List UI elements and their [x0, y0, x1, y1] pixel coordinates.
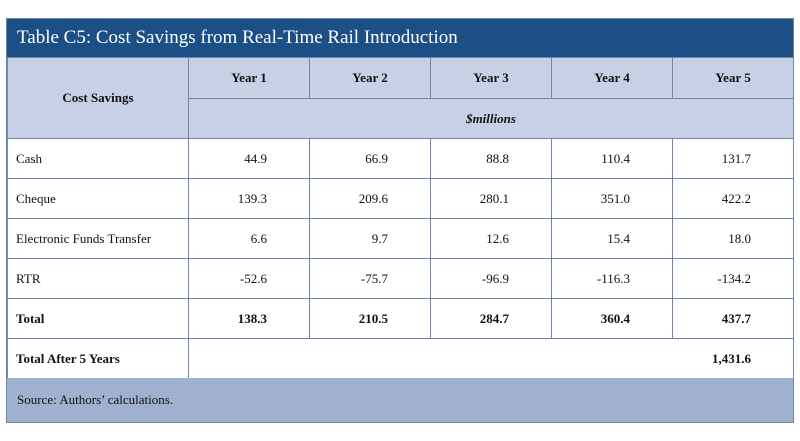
cell-value: 138.3	[188, 298, 310, 339]
row-label: Cheque	[7, 178, 189, 219]
year-header: Year 5	[672, 57, 794, 99]
header-row: Cost Savings Year 1 Year 2 Year 3 Year 4…	[7, 57, 794, 139]
cell-value: 6.6	[188, 218, 310, 259]
table-row: Cash 44.9 66.9 88.8 110.4 131.7	[7, 138, 794, 179]
cell-value: 88.8	[430, 138, 552, 179]
table-row: Electronic Funds Transfer 6.6 9.7 12.6 1…	[7, 218, 794, 259]
row-label: Electronic Funds Transfer	[7, 218, 189, 259]
cell-value: -134.2	[672, 258, 794, 299]
row-label-header: Cost Savings	[7, 57, 189, 139]
cell-value: 284.7	[430, 298, 552, 339]
year-header: Year 2	[309, 57, 431, 99]
cell-value: 351.0	[551, 178, 673, 219]
unit-label: $millions	[188, 98, 794, 139]
year-header: Year 3	[430, 57, 552, 99]
cell-value: -75.7	[309, 258, 431, 299]
row-label: Total After 5 Years	[7, 338, 189, 379]
row-label: Total	[7, 298, 189, 339]
cell-value: 280.1	[430, 178, 552, 219]
table-row: RTR -52.6 -75.7 -96.9 -116.3 -134.2	[7, 258, 794, 299]
row-label: RTR	[7, 258, 189, 299]
year-header: Year 4	[551, 57, 673, 99]
cell-value: 139.3	[188, 178, 310, 219]
grand-total-row: Total After 5 Years 1,431.6	[7, 338, 794, 379]
table-title: Table C5: Cost Savings from Real-Time Ra…	[7, 19, 793, 57]
row-label: Cash	[7, 138, 189, 179]
cell-value: 110.4	[551, 138, 673, 179]
cell-value: 210.5	[309, 298, 431, 339]
cell-value: 437.7	[672, 298, 794, 339]
cell-value: 15.4	[551, 218, 673, 259]
table-row: Cheque 139.3 209.6 280.1 351.0 422.2	[7, 178, 794, 219]
grand-total-value: 1,431.6	[188, 338, 794, 379]
cell-value: 360.4	[551, 298, 673, 339]
source-note: Source: Authors’ calculations.	[7, 378, 793, 422]
cell-value: -116.3	[551, 258, 673, 299]
cell-value: 131.7	[672, 138, 794, 179]
cell-value: -96.9	[430, 258, 552, 299]
unit-row: $millions	[8, 98, 794, 139]
cell-value: 12.6	[430, 218, 552, 259]
cell-value: 18.0	[672, 218, 794, 259]
total-row: Total 138.3 210.5 284.7 360.4 437.7	[7, 298, 794, 339]
cell-value: 44.9	[188, 138, 310, 179]
cell-value: -52.6	[188, 258, 310, 299]
cell-value: 66.9	[309, 138, 431, 179]
cost-savings-table: Cost Savings Year 1 Year 2 Year 3 Year 4…	[7, 57, 794, 379]
year-header: Year 1	[188, 57, 310, 99]
cell-value: 209.6	[309, 178, 431, 219]
table-container: Table C5: Cost Savings from Real-Time Ra…	[6, 18, 794, 423]
cell-value: 422.2	[672, 178, 794, 219]
cell-value: 9.7	[309, 218, 431, 259]
